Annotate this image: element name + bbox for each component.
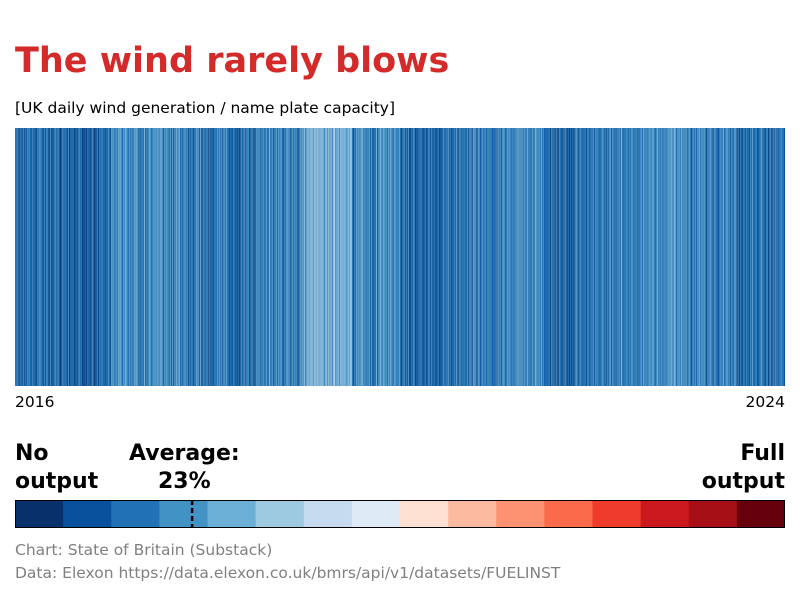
color-scale-segment [688,500,738,528]
color-scale-segment [303,500,353,528]
color-scale-segment [736,500,785,528]
color-scale-segment [111,500,160,528]
color-scale-segment [496,500,545,528]
color-scale-segment [63,500,112,528]
color-scale-segment [592,500,642,528]
legend-no-output-label: No output [15,441,99,494]
chart-title: The wind rarely blows [15,41,450,81]
color-scale-frame [15,500,785,528]
color-scale-bar [15,500,785,528]
color-scale-segment [400,500,449,528]
color-scale-segment [255,500,305,528]
data-source-credit: Data: Elexon https://data.elexon.co.uk/b… [15,564,561,582]
color-scale-segment [448,500,497,528]
chart-credit: Chart: State of Britain (Substack) [15,541,273,559]
x-axis-start-label: 2016 [15,393,55,411]
color-scale-segment [640,500,690,528]
color-scale-segment [207,500,257,528]
color-scale-segment [15,500,64,528]
color-scale-segment [159,500,208,528]
warming-stripes-plot [15,128,785,386]
x-axis-end-label: 2024 [745,393,785,411]
chart-subtitle: [UK daily wind generation / name plate c… [15,99,396,117]
color-scale-segment [351,500,401,528]
legend-average-label: Average: 23% [129,441,240,494]
color-scale-segment [544,500,593,528]
legend-full-output-label: Full output [701,441,785,494]
